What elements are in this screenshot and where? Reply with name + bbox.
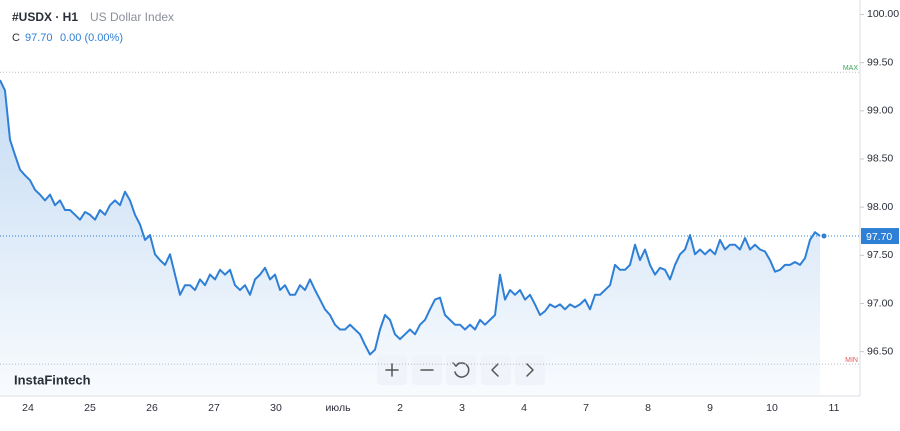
chart-title: US Dollar Index [90,10,174,24]
brand: InstaFintech [14,372,91,387]
y-tick-label: 98.50 [867,153,893,165]
x-tick-label: 25 [84,402,96,414]
x-tick-label: 7 [583,402,589,414]
change: 0.00 (0.00%) [60,32,123,44]
x-tick-label: 24 [22,402,34,414]
max-line-label: MAX [843,65,859,72]
x-tick-label: 30 [270,402,282,414]
y-tick-label: 98.00 [867,201,893,213]
y-tick-label: 100.00 [867,8,899,20]
x-tick-label: 26 [146,402,158,414]
x-tick-label: 10 [766,402,778,414]
x-tick-label: 9 [707,402,713,414]
x-tick-label: 8 [645,402,651,414]
x-tick-label: 4 [521,402,527,414]
y-tick-label: 99.00 [867,105,893,117]
zoom-in-button[interactable] [377,355,407,385]
x-tick-label: июль [325,402,351,414]
x-tick-label: 2 [397,402,403,414]
last-price-box [861,228,899,245]
area [0,80,820,395]
zoom-out-button[interactable] [412,355,442,385]
scroll-right-button[interactable] [515,355,545,385]
last-point [821,233,827,239]
y-tick-label: 97.50 [867,249,893,261]
x-tick-label: 27 [208,402,220,414]
plot-area [0,79,827,395]
symbol: #USDX · H1 [12,10,78,24]
x-tick-label: 11 [829,402,840,414]
scroll-left-button[interactable] [481,355,511,385]
reset-button[interactable] [446,355,476,385]
y-tick-label: 97.00 [867,297,893,309]
last-price-label: 97.70 [866,231,892,243]
close-value: 97.70 [25,32,53,44]
min-line-label: MIN [845,357,858,364]
y-tick-label: 96.50 [867,345,893,357]
x-tick-label: 3 [459,402,465,414]
close-prefix: C [12,32,20,44]
price-line [0,79,821,356]
y-tick-label: 99.50 [867,56,893,68]
